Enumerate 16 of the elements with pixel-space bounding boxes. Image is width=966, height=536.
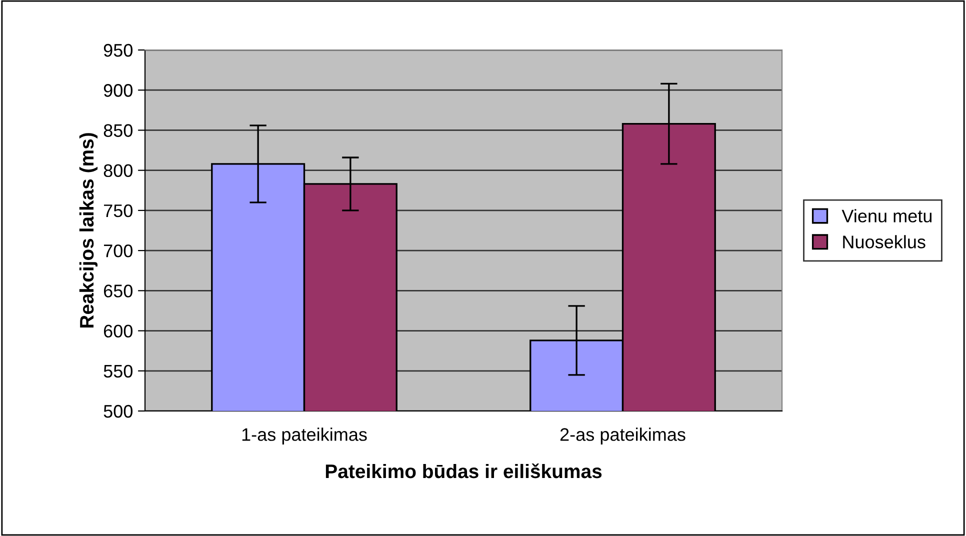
y-tick-label: 950 bbox=[104, 44, 132, 57]
y-tick-label: 550 bbox=[104, 364, 132, 378]
y-tick-label: 750 bbox=[104, 204, 132, 218]
x-axis-title: Pateikimo būdas ir eiliškumas bbox=[326, 464, 602, 478]
y-tick-label: 500 bbox=[104, 404, 132, 418]
legend-label: Nuoseklus bbox=[843, 235, 926, 248]
legend-label: Vienu metu bbox=[842, 209, 932, 222]
y-tick-label: 850 bbox=[104, 124, 132, 137]
y-tick-label: 700 bbox=[104, 244, 132, 258]
y-tick-label: 650 bbox=[104, 284, 132, 298]
x-tick-label: 2-as pateikimas bbox=[560, 428, 686, 444]
y-tick-label: 600 bbox=[104, 324, 132, 338]
y-tick-label: 900 bbox=[104, 84, 132, 97]
y-tick-label: 800 bbox=[104, 164, 132, 178]
y-axis-title: Reakcijos laikas (ms) bbox=[79, 133, 98, 328]
x-tick-label: 1-as pateikimas bbox=[242, 428, 367, 444]
